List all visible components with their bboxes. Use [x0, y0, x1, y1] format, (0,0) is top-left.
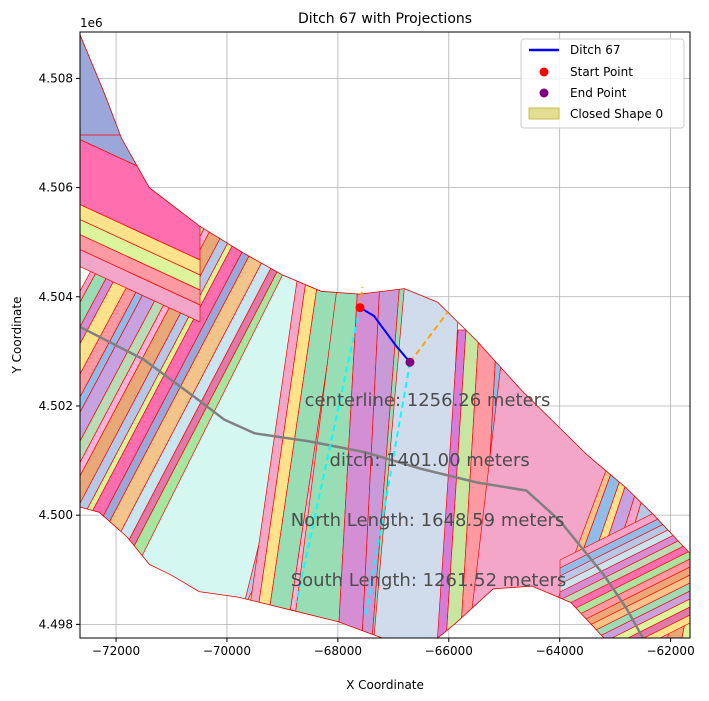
y-tick-label: 4.498: [39, 617, 73, 631]
legend: Ditch 67 Start Point End Point Closed Sh…: [520, 38, 685, 129]
x-tick-label: −62000: [646, 644, 694, 658]
length-annotations: centerline: 1256.26 meters ditch: 1401.0…: [291, 390, 567, 591]
x-tick-label: −64000: [536, 644, 584, 658]
projection-line-3: [364, 362, 411, 617]
projection-line-2: [295, 307, 361, 603]
y-tick-label: 4.502: [39, 399, 73, 413]
parcel-band: [559, 521, 690, 601]
y-tick-label: 4.500: [39, 508, 73, 522]
centerline-path: [80, 325, 644, 638]
parcel-band: [559, 593, 690, 638]
annotation-south-length: South Length: 1261.52 meters: [291, 570, 567, 591]
region-outline: [80, 34, 690, 638]
parcel-band: [559, 585, 690, 638]
legend-start-swatch: [539, 67, 549, 77]
parcel-strip: [696, 460, 709, 700]
projection-line-1: [409, 311, 449, 363]
annotation-north-length: North Length: 1648.59 meters: [291, 510, 565, 531]
legend-label-closed-shape: Closed Shape 0: [570, 107, 663, 121]
x-tick-label: −70000: [203, 644, 251, 658]
legend-label-ditch: Ditch 67: [570, 43, 621, 57]
y-axis-title: Y Coordinate: [10, 297, 24, 375]
legend-label-end: End Point: [570, 86, 627, 100]
x-tick-label: −66000: [425, 644, 473, 658]
x-axis-ticks: −72000 −70000 −68000 −66000 −64000 −62000: [92, 638, 695, 658]
y-tick-label: 4.504: [39, 290, 73, 304]
chart-title: Ditch 67 with Projections: [298, 11, 472, 27]
y-tick-label: 4.508: [39, 71, 73, 85]
annotation-ditch: ditch: 1401.00 meters: [330, 450, 530, 471]
legend-label-start: Start Point: [570, 65, 633, 79]
start-point-marker: [355, 303, 365, 313]
legend-box: [520, 38, 685, 129]
parcel-band: [559, 513, 690, 593]
x-axis-title: X Coordinate: [346, 678, 424, 692]
ditch-67-line: [359, 306, 411, 363]
parcel-band: [80, 244, 201, 323]
legend-end-swatch: [539, 88, 549, 98]
x-tick-label: −72000: [92, 644, 140, 658]
parcel-strip: [435, 329, 467, 638]
y-axis-offset-label: 1e6: [80, 16, 103, 30]
parcel-band: [559, 609, 690, 638]
legend-closed-shape-swatch: [528, 107, 560, 120]
annotation-centerline: centerline: 1256.26 meters: [305, 390, 551, 411]
y-tick-label: 4.506: [39, 181, 73, 195]
x-tick-label: −68000: [314, 644, 362, 658]
parcel-band: [559, 601, 690, 638]
y-axis-ticks: 4.498 4.500 4.502 4.504 4.506 4.508: [39, 71, 80, 631]
end-point-marker: [405, 357, 415, 367]
strip-region: [80, 34, 709, 700]
plot-frame: [79, 31, 691, 639]
